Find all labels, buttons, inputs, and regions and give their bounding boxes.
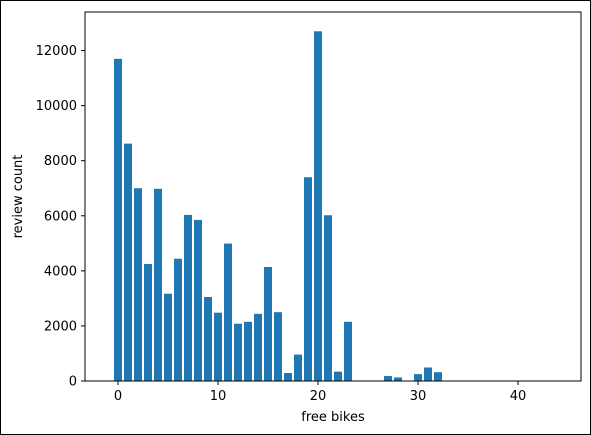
x-axis-ticks: 0 10 20 30 40	[114, 381, 526, 404]
x-tick-label: 0	[114, 389, 122, 404]
bar-16	[274, 312, 282, 381]
bar-3	[144, 263, 152, 381]
bar-4	[154, 188, 162, 381]
y-axis-ticks: 0 2000 4000 6000 8000 10000 12000	[36, 44, 85, 390]
bar-13	[244, 321, 252, 381]
bar-9	[204, 297, 212, 381]
y-axis-label: review count	[11, 155, 26, 239]
bar-15	[264, 266, 272, 381]
bar-12	[234, 323, 242, 381]
bar-17	[284, 373, 292, 381]
bar-8	[194, 219, 202, 381]
y-tick-label: 10000	[36, 99, 77, 114]
bar-31	[424, 367, 432, 381]
bar-7	[184, 214, 192, 381]
bar-14	[254, 313, 262, 381]
y-tick-label: 4000	[44, 264, 77, 279]
bar-19	[304, 177, 312, 381]
bar-18	[294, 354, 302, 381]
x-tick-label: 20	[310, 389, 327, 404]
bar-27	[384, 376, 392, 381]
bars-group	[114, 31, 442, 381]
y-tick-label: 12000	[36, 44, 77, 59]
x-tick-label: 30	[410, 389, 427, 404]
bar-32	[434, 372, 442, 381]
y-tick-label: 6000	[44, 209, 77, 224]
bar-22	[334, 371, 342, 381]
bar-0	[114, 58, 122, 381]
bar-11	[224, 243, 232, 381]
bar-30	[414, 374, 422, 381]
bar-10	[214, 312, 222, 381]
bar-2	[134, 188, 142, 381]
x-axis-label: free bikes	[301, 410, 365, 425]
y-tick-label: 2000	[44, 319, 77, 334]
bar-20	[314, 31, 322, 381]
x-tick-label: 40	[510, 389, 527, 404]
y-tick-label: 8000	[44, 154, 77, 169]
bar-1	[124, 143, 132, 381]
x-tick-label: 10	[210, 389, 227, 404]
bar-23	[344, 321, 352, 381]
bar-6	[174, 258, 182, 381]
bar-28	[394, 377, 402, 381]
bar-21	[324, 215, 332, 381]
plot-area-border	[84, 11, 582, 382]
bar-5	[164, 293, 172, 381]
y-tick-label: 0	[69, 375, 77, 390]
